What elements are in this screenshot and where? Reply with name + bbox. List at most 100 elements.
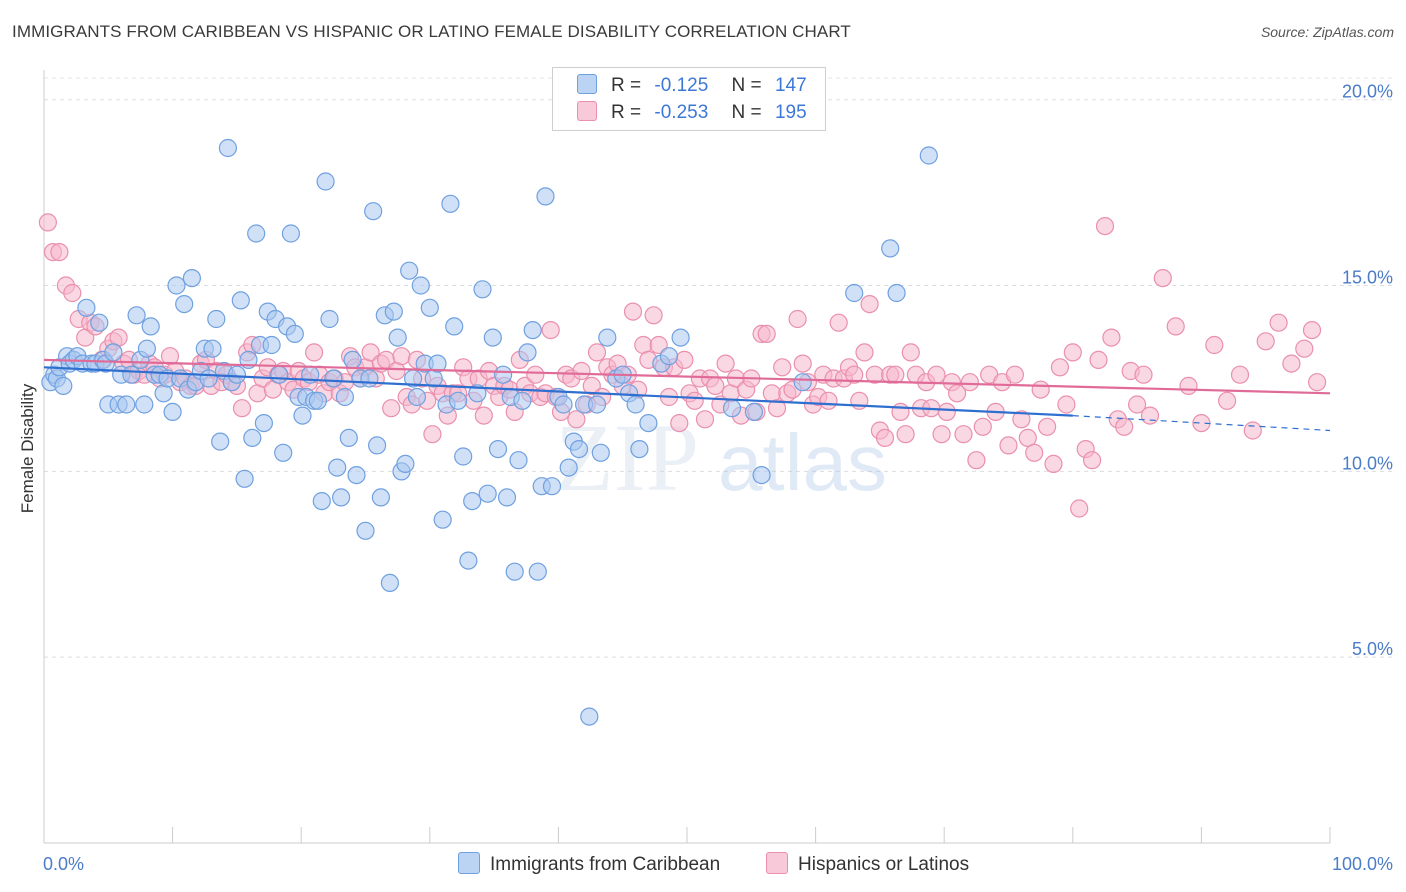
point-hispanics <box>1153 269 1172 288</box>
point-caribbean <box>347 466 366 485</box>
point-caribbean <box>247 224 266 243</box>
point-caribbean <box>559 458 578 477</box>
point-hispanics <box>649 335 668 355</box>
legend-item-hispanics: Hispanics or Latinos <box>766 852 969 876</box>
point-caribbean <box>587 395 607 414</box>
point-caribbean <box>270 365 289 384</box>
y-tick-label: 20.0% <box>1342 82 1393 102</box>
point-caribbean <box>411 276 430 295</box>
point-caribbean <box>380 573 399 593</box>
point-caribbean <box>497 488 517 507</box>
point-caribbean <box>182 269 201 288</box>
point-caribbean <box>554 395 573 414</box>
legend-n-label: N = <box>731 102 762 123</box>
point-hispanics <box>1057 395 1076 414</box>
point-caribbean <box>312 492 331 511</box>
point-hispanics <box>1256 332 1275 351</box>
point-hispanics <box>541 321 560 340</box>
point-caribbean <box>388 328 407 347</box>
point-caribbean <box>445 317 464 336</box>
point-caribbean <box>231 291 250 310</box>
point-caribbean <box>591 443 610 462</box>
point-caribbean <box>396 454 415 473</box>
point-caribbean <box>598 328 617 347</box>
point-caribbean <box>488 440 508 459</box>
legend-r-value: -0.253 <box>654 102 709 123</box>
legend-n-value: 147 <box>774 75 807 96</box>
point-hispanics <box>716 354 735 373</box>
point-caribbean <box>104 343 123 362</box>
legend-row-hispanics: R = -0.253 N = 195 <box>577 101 807 127</box>
legend-item-caribbean: Immigrants from Caribbean <box>458 852 720 876</box>
point-hispanics <box>1044 454 1063 473</box>
point-hispanics <box>526 365 545 384</box>
point-caribbean <box>454 447 473 466</box>
point-caribbean <box>137 339 156 358</box>
point-hispanics <box>1282 354 1301 373</box>
point-caribbean <box>356 521 375 540</box>
point-hispanics <box>623 302 643 321</box>
point-hispanics <box>392 347 411 366</box>
point-hispanics <box>901 343 920 362</box>
legend-label-caribbean: Immigrants from Caribbean <box>490 854 721 875</box>
point-hispanics <box>1037 417 1057 436</box>
point-hispanics <box>886 365 905 384</box>
point-caribbean <box>459 551 478 570</box>
point-caribbean <box>569 440 589 459</box>
y-tick-label: 10.0% <box>1342 453 1393 473</box>
point-caribbean <box>659 347 679 366</box>
point-hispanics <box>954 425 973 444</box>
point-caribbean <box>505 562 524 581</box>
chart-title: IMMIGRANTS FROM CARIBBEAN VS HISPANIC OR… <box>12 22 851 41</box>
point-caribbean <box>211 432 230 451</box>
point-caribbean <box>122 365 141 384</box>
point-caribbean <box>428 354 447 373</box>
watermark-atlas: atlas <box>718 418 887 507</box>
point-hispanics <box>845 365 864 384</box>
point-caribbean <box>542 477 562 496</box>
point-caribbean <box>175 295 194 314</box>
point-hispanics <box>927 365 946 384</box>
point-caribbean <box>509 451 528 470</box>
trend-line-hispanics <box>43 358 1331 395</box>
point-caribbean <box>433 510 452 529</box>
point-hispanics <box>1089 350 1108 369</box>
point-caribbean <box>328 458 347 477</box>
point-caribbean <box>167 276 186 295</box>
point-hispanics <box>1134 365 1153 384</box>
point-hispanics <box>361 343 380 362</box>
point-hispanics <box>572 361 591 381</box>
point-hispanics <box>567 410 586 429</box>
point-hispanics <box>891 402 910 421</box>
point-hispanics <box>474 406 493 425</box>
point-hispanics <box>38 213 58 232</box>
point-caribbean <box>227 365 246 384</box>
legend-row-caribbean: R = -0.125 N = 147 <box>577 74 807 100</box>
point-hispanics <box>773 358 792 377</box>
point-hispanics <box>932 425 951 444</box>
point-hispanics <box>382 399 401 418</box>
legend-r-label: R = <box>611 102 642 123</box>
point-hispanics <box>1031 380 1050 399</box>
point-caribbean <box>845 283 864 303</box>
trend-lines <box>43 358 1331 432</box>
point-caribbean <box>518 343 537 362</box>
point-caribbean <box>630 440 649 459</box>
point-caribbean <box>308 391 327 410</box>
point-caribbean <box>141 317 160 336</box>
stats-legend: R = -0.125 N = 147 R = -0.253 N = 195 <box>552 67 826 131</box>
point-caribbean <box>449 391 468 410</box>
trend-line-caribbean-projected <box>1072 415 1331 432</box>
point-caribbean <box>494 365 513 384</box>
point-hispanics <box>1302 321 1322 340</box>
point-hispanics <box>1025 443 1044 462</box>
point-hispanics <box>767 399 787 418</box>
point-hispanics <box>1166 317 1185 336</box>
trend-line-caribbean <box>43 366 1073 417</box>
point-hispanics <box>63 283 82 303</box>
point-hispanics <box>1115 417 1134 436</box>
point-caribbean <box>400 261 419 280</box>
point-caribbean <box>793 373 812 392</box>
series-legend: Immigrants from Caribbean Hispanics or L… <box>0 852 1406 876</box>
